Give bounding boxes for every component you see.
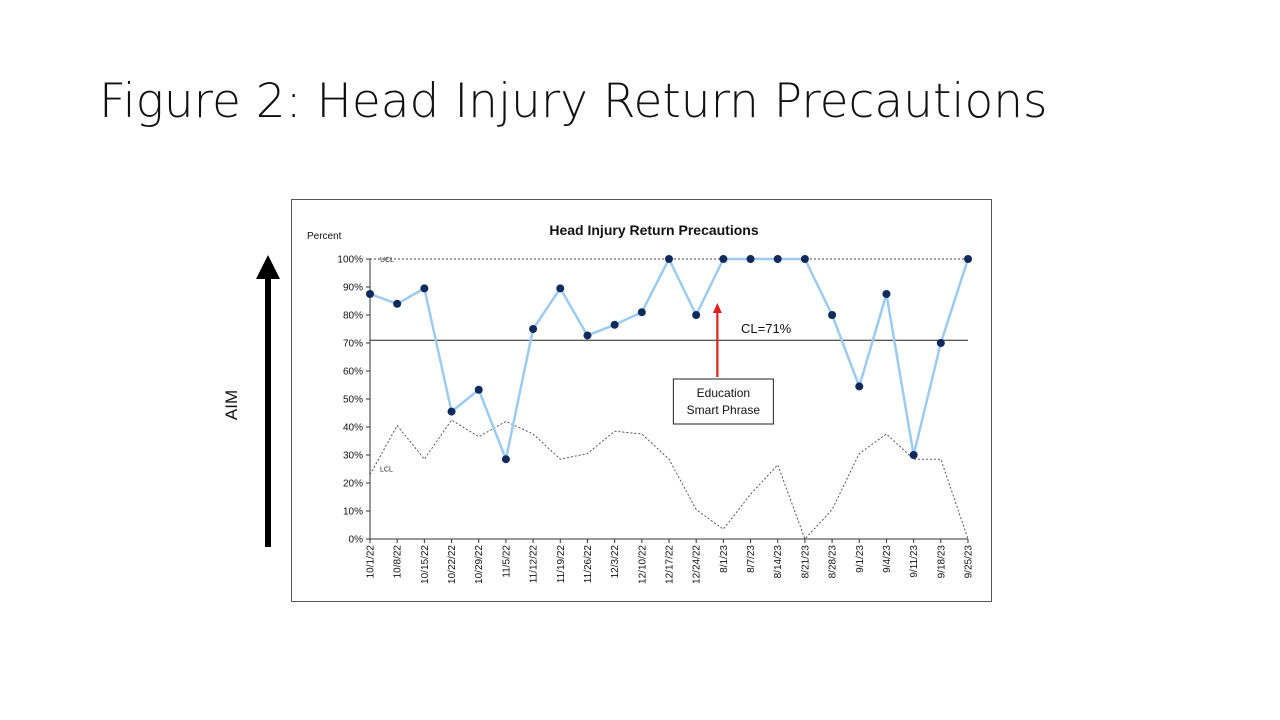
center-line-label: CL=71% [741, 321, 792, 336]
x-tick-label: 9/25/23 [964, 545, 975, 579]
y-tick-label: 30% [343, 451, 363, 462]
y-tick-label: 10% [343, 507, 363, 518]
data-point [692, 311, 701, 319]
y-tick-label: 90% [343, 283, 363, 294]
aim-label: AIM [222, 389, 242, 421]
annotation-box [672, 378, 774, 425]
data-point [529, 325, 538, 333]
x-tick-label: 12/3/22 [610, 545, 621, 579]
data-point [773, 255, 782, 263]
x-tick-label: 11/5/22 [501, 545, 512, 578]
x-tick-label: 10/29/22 [474, 545, 485, 584]
data-point [719, 255, 728, 263]
x-tick-label: 9/4/23 [882, 545, 893, 573]
x-tick-label: 11/26/22 [583, 545, 594, 584]
data-point [637, 308, 646, 317]
y-tick-label: 100% [337, 255, 363, 266]
x-tick-label: 8/28/23 [828, 545, 839, 579]
data-point [610, 320, 619, 329]
x-tick-label: 9/11/23 [909, 545, 920, 578]
y-tick-label: 20% [343, 479, 363, 490]
data-point [855, 382, 864, 391]
x-tick-label: 8/21/23 [800, 545, 811, 579]
x-tick-label: 8/7/23 [746, 545, 757, 573]
annotation-text: Smart Phrase [687, 403, 761, 417]
y-tick-label: 80% [343, 311, 363, 322]
x-tick-label: 11/12/22 [529, 545, 540, 584]
y-tick-label: 40% [343, 423, 363, 434]
x-tick-label: 11/19/22 [556, 545, 567, 584]
data-point [501, 455, 510, 464]
x-tick-label: 9/1/23 [855, 545, 866, 573]
data-point [828, 311, 837, 319]
data-point [909, 451, 918, 459]
data-point [556, 284, 565, 293]
x-tick-label: 12/10/22 [637, 545, 648, 584]
data-point [964, 255, 972, 263]
annotation-arrowhead [712, 303, 722, 313]
aim-arrow-icon [256, 255, 280, 547]
x-tick-label: 10/15/22 [420, 545, 431, 584]
x-tick-label: 12/24/22 [692, 545, 703, 584]
chart-title: Head Injury Return Precautions [549, 222, 758, 238]
control-chart: Head Injury Return Precautions Percent 0… [291, 199, 992, 602]
data-point [665, 255, 673, 263]
y-tick-label: 0% [349, 535, 364, 546]
data-point [583, 331, 592, 340]
x-tick-label: 9/18/23 [936, 545, 947, 579]
y-tick-label: 60% [343, 367, 363, 378]
chart-border [291, 199, 992, 602]
slide-title: Figure 2: Head Injury Return Precautions [99, 74, 1048, 129]
data-point [746, 255, 755, 263]
x-tick-label: 8/1/23 [719, 545, 730, 573]
lcl-label: LCL [380, 467, 393, 474]
x-tick-label: 10/8/22 [393, 545, 404, 579]
data-point [420, 284, 429, 293]
x-tick-label: 8/14/23 [773, 545, 784, 579]
x-tick-label: 10/22/22 [447, 545, 458, 584]
y-axis-title: Percent [307, 231, 342, 242]
data-point [393, 299, 402, 308]
lcl-line [369, 419, 969, 540]
y-tick-label: 50% [343, 395, 363, 406]
data-point [447, 407, 456, 416]
annotation-text: Education [697, 386, 750, 400]
x-tick-label: 12/17/22 [665, 545, 676, 584]
data-point [936, 339, 945, 347]
data-point [474, 385, 483, 394]
data-point [800, 255, 809, 263]
data-point [882, 290, 891, 298]
data-point [366, 290, 374, 298]
y-tick-label: 70% [343, 339, 363, 350]
x-tick-label: 10/1/22 [366, 545, 377, 579]
ucl-label: UCL [380, 257, 394, 264]
